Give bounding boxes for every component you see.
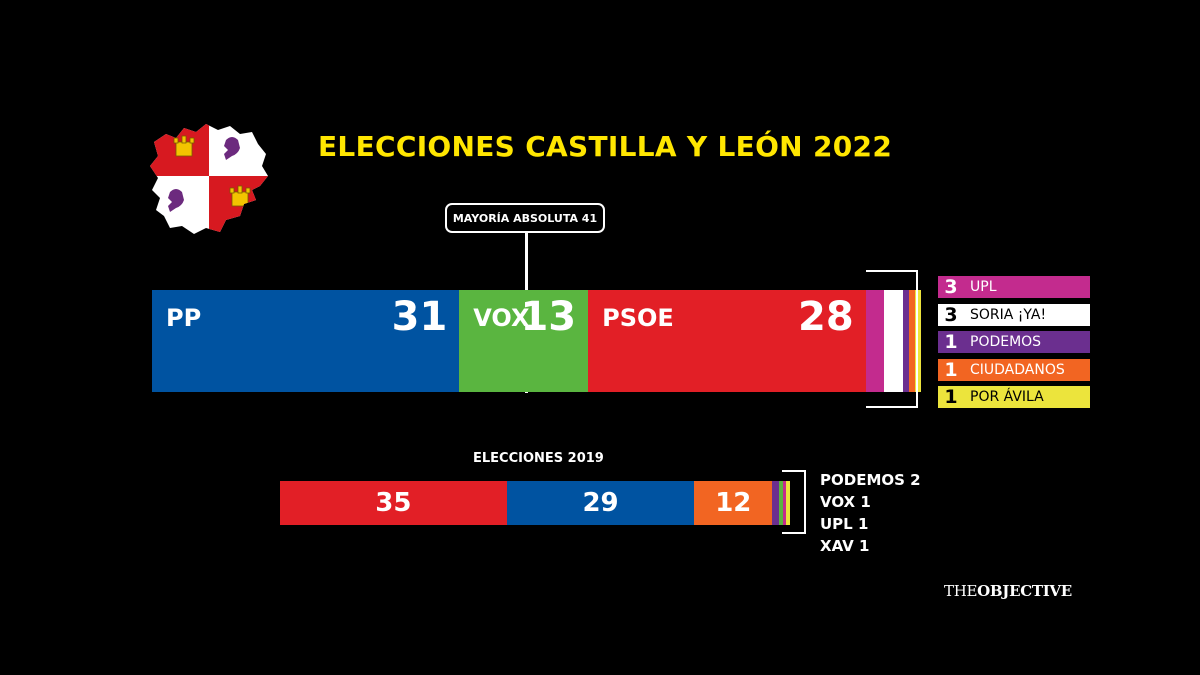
legend-party-name: PODEMOS bbox=[970, 334, 1042, 350]
legend-party-name: POR ÁVILA bbox=[970, 389, 1044, 405]
theobjective-logo: THEOBJECTIVE bbox=[944, 582, 1072, 600]
legend-item: 3 UPL bbox=[938, 276, 1090, 298]
seg2019-upl bbox=[782, 481, 787, 525]
seg2019-value: 35 bbox=[375, 488, 412, 518]
vox-segment: VOX 13 bbox=[459, 290, 589, 392]
seg2019-12: 12 bbox=[694, 481, 773, 525]
results-2022-bar: PP 31 VOX 13 PSOE 28 bbox=[152, 290, 921, 392]
others-2019-item: PODEMOS 2 bbox=[820, 471, 921, 489]
seg2019-value: 29 bbox=[582, 488, 619, 518]
others-bracket bbox=[866, 270, 918, 408]
others-2019-list: PODEMOS 2 VOX 1 UPL 1 XAV 1 bbox=[820, 469, 921, 557]
castilla-leon-map-icon bbox=[148, 120, 270, 242]
results-2019-bar: 35 29 12 bbox=[280, 481, 790, 525]
pp-value: 31 bbox=[391, 294, 448, 340]
seg2019-podemos bbox=[772, 481, 780, 525]
legend-party-name: UPL bbox=[970, 279, 997, 295]
others-2019-item: UPL 1 bbox=[820, 515, 869, 533]
ciudadanos-segment bbox=[908, 290, 915, 392]
seg2019-29: 29 bbox=[506, 481, 695, 525]
legend-party-name: SORIA ¡YA! bbox=[970, 306, 1047, 323]
chart-title: ELECCIONES CASTILLA Y LEÓN 2022 bbox=[318, 130, 893, 163]
psoe-label: PSOE bbox=[602, 304, 674, 332]
legend-item: 1 POR ÁVILA bbox=[938, 386, 1090, 408]
subtitle-2019: ELECCIONES 2019 bbox=[473, 451, 604, 466]
legend-seats: 1 bbox=[944, 358, 958, 381]
psoe-segment: PSOE 28 bbox=[588, 290, 866, 392]
legend-item: 3 SORIA ¡YA! bbox=[938, 303, 1090, 326]
others-2019-item: XAV 1 bbox=[820, 537, 870, 555]
pp-label: PP bbox=[166, 304, 202, 332]
soria-ya-segment bbox=[884, 290, 903, 392]
seg2019-vox bbox=[779, 481, 783, 525]
others-2019-item: VOX 1 bbox=[820, 493, 871, 511]
legend-item: 1 PODEMOS bbox=[938, 331, 1090, 353]
psoe-value: 28 bbox=[798, 294, 854, 340]
upl-segment bbox=[865, 290, 885, 392]
vox-label: VOX bbox=[473, 304, 530, 332]
legend-seats: 3 bbox=[944, 276, 958, 298]
vox-value: 13 bbox=[520, 294, 577, 340]
seg2019-35: 35 bbox=[280, 481, 507, 525]
seg2019-xav bbox=[786, 481, 790, 525]
majority-label: MAYORÍA ABSOLUTA 41 bbox=[445, 203, 605, 233]
pp-segment: PP 31 bbox=[152, 290, 460, 392]
podemos-segment bbox=[902, 290, 909, 392]
legend-seats: 1 bbox=[944, 386, 958, 408]
seg2019-value: 12 bbox=[715, 488, 752, 518]
legend-item: 1 CIUDADANOS bbox=[938, 358, 1090, 381]
legend-seats: 3 bbox=[944, 303, 958, 326]
legend-party-name: CIUDADANOS bbox=[970, 361, 1065, 378]
others-2019-bracket bbox=[782, 470, 806, 534]
legend-seats: 1 bbox=[944, 331, 958, 353]
